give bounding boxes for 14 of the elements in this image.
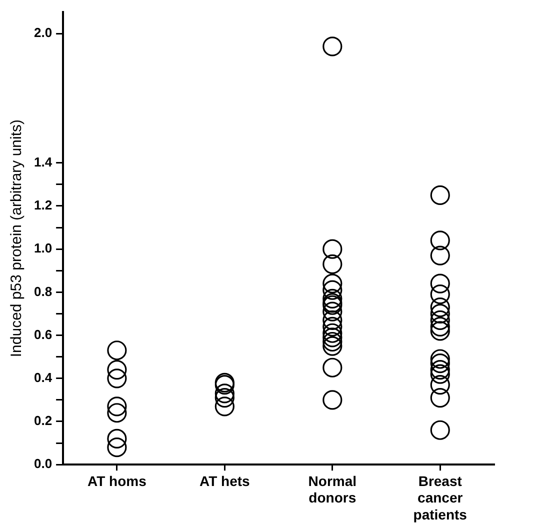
y-axis-title: Induced p53 protein (arbitrary units) — [8, 119, 26, 358]
y-tick-label: 1.0 — [34, 240, 52, 256]
y-tick-label: 0.8 — [34, 284, 52, 299]
y-tick-label: 0.6 — [34, 326, 52, 342]
x-tick-label: Normal donors — [308, 472, 357, 506]
y-tick-label: 0.4 — [34, 370, 53, 385]
x-tick-label: AT homs — [88, 472, 147, 489]
y-tick-label: 0.2 — [34, 413, 52, 428]
y-tick-label: 2.0 — [34, 25, 52, 40]
y-tick-label: 1.4 — [34, 154, 53, 170]
x-tick-label: AT hets — [200, 472, 250, 489]
y-tick-label: 0.0 — [34, 456, 52, 472]
x-tick-label: Breast cancer patients — [413, 472, 468, 522]
y-tick-label: 1.2 — [34, 198, 52, 213]
